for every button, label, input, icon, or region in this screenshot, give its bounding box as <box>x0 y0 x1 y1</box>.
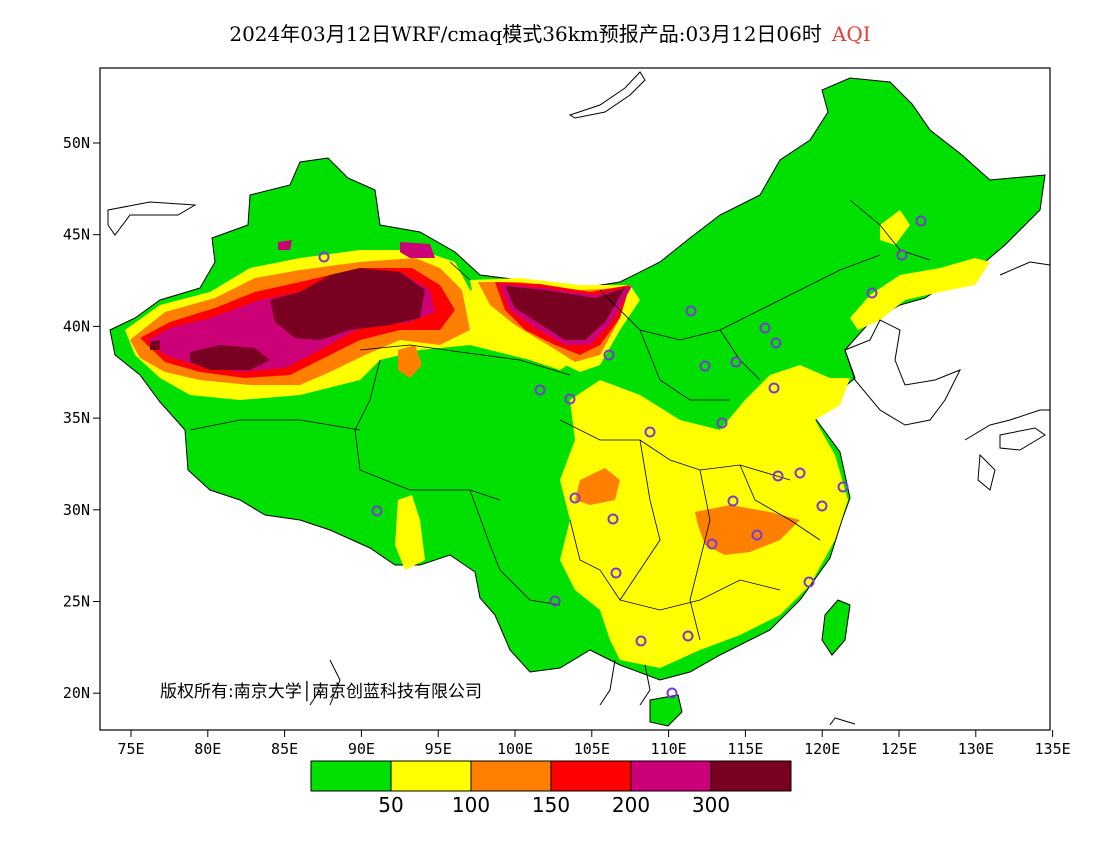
legend-label: 200 <box>612 793 650 817</box>
y-tick-label: 25N <box>63 593 90 611</box>
y-tick-label: 20N <box>63 684 90 702</box>
legend-swatch <box>710 760 792 792</box>
x-tick-label: 75E <box>117 740 144 758</box>
legend-label: 100 <box>452 793 490 817</box>
y-tick-label: 35N <box>63 409 90 427</box>
x-tick-label: 125E <box>881 740 917 758</box>
y-tick-label: 45N <box>63 226 90 244</box>
aqi-band-yellow-northeast <box>850 210 990 330</box>
legend-label: 150 <box>532 793 570 817</box>
title-variable: AQI <box>831 22 871 46</box>
aqi-band-purple-dzungaria <box>278 240 435 258</box>
y-tick-label: 50N <box>63 134 90 152</box>
x-axis: 75E 80E 85E 90E 95E 100E 105E 110E 115E 120E 125E 1… <box>117 730 1071 758</box>
legend-swatch <box>470 760 552 792</box>
plot-frame <box>99 67 1051 731</box>
x-tick-label: 120E <box>804 740 840 758</box>
aqi-band-orange-central <box>575 468 800 555</box>
y-tick-label: 40N <box>63 317 90 335</box>
x-tick-label: 80E <box>194 740 221 758</box>
hainan-island <box>649 694 683 727</box>
legend-swatch <box>310 760 392 792</box>
x-tick-label: 95E <box>425 740 452 758</box>
aqi-band-maroon-taklimakan <box>270 268 425 340</box>
map-title: 2024年03月12日WRF/cmaq模式36km预报产品:03月12日06时 A… <box>0 18 1100 47</box>
legend-swatch <box>630 760 712 792</box>
title-main: 2024年03月12日WRF/cmaq模式36km预报产品:03月12日06时 <box>229 22 822 46</box>
aqi-band-orange-qinghai <box>398 345 422 378</box>
aqi-band-maroon-gobi <box>505 286 625 340</box>
station-markers <box>318 215 927 699</box>
legend-label: 50 <box>378 793 403 817</box>
x-tick-label: 85E <box>271 740 298 758</box>
neighbor-coastlines <box>107 71 1051 726</box>
legend-swatch <box>550 760 632 792</box>
taiwan-island <box>821 599 851 656</box>
x-tick-label: 100E <box>497 740 533 758</box>
x-tick-label: 130E <box>958 740 994 758</box>
x-tick-label: 135E <box>1035 740 1071 758</box>
x-tick-label: 90E <box>348 740 375 758</box>
aqi-legend: 50 100 150 200 300 <box>310 760 792 817</box>
province-borders <box>189 199 931 641</box>
x-tick-label: 110E <box>651 740 687 758</box>
aqi-band-maroon-tarim <box>150 340 270 370</box>
legend-label: 300 <box>692 793 730 817</box>
y-tick-label: 30N <box>63 501 90 519</box>
legend-swatch <box>390 760 472 792</box>
x-tick-label: 105E <box>574 740 610 758</box>
x-tick-label: 115E <box>727 740 763 758</box>
aqi-band-yellow-tibet <box>395 495 425 570</box>
copyright-text: 版权所有:南京大学│南京创蓝科技有限公司 <box>160 681 482 702</box>
y-axis: 50N 45N 40N 35N 30N 25N 20N <box>63 134 100 702</box>
